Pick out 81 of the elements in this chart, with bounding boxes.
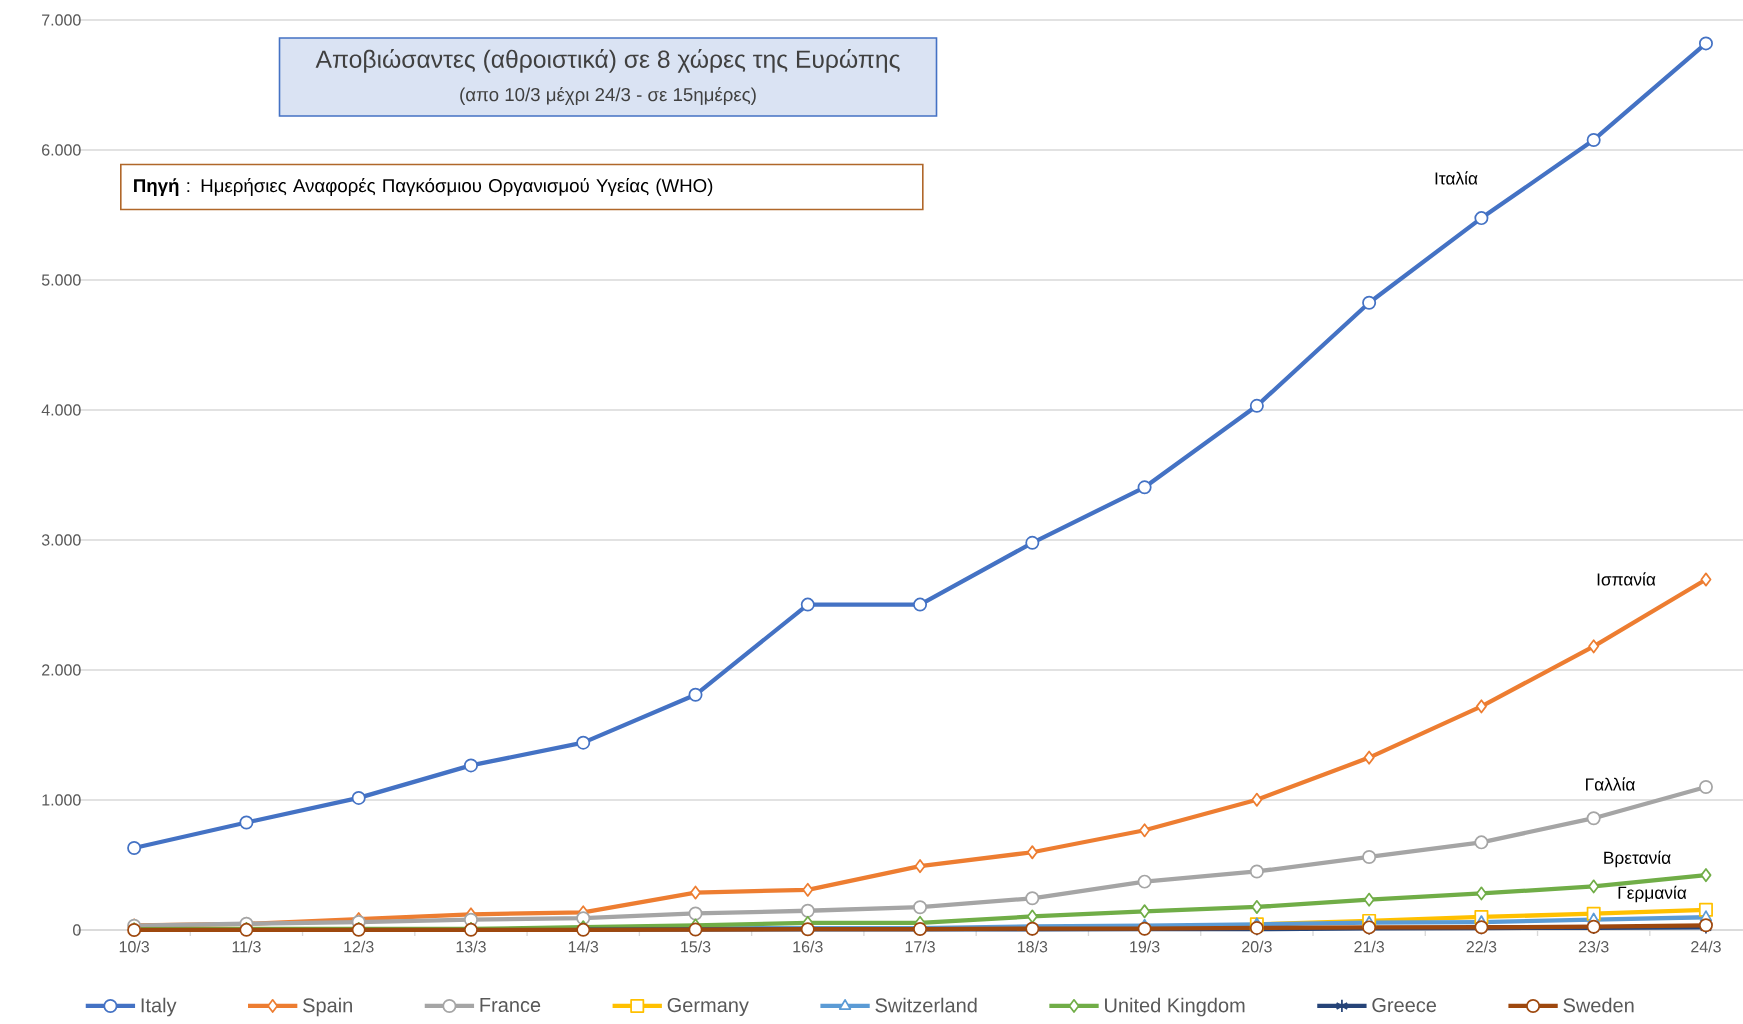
point (1137, 874, 1152, 889)
legend-label: Switzerland (875, 997, 977, 1013)
y-tick-label: 5.000 (41, 274, 81, 286)
x-tick-label: 24/3 (1691, 940, 1721, 953)
x-tick-label: 11/3 (232, 940, 261, 953)
x-tick-label: 19/3 (1130, 940, 1160, 953)
x-tick-label: 10/3 (119, 940, 150, 953)
x-tick-label: 13/3 (456, 940, 486, 953)
x-tick-label: 22/3 (1466, 940, 1497, 953)
point (1474, 835, 1489, 850)
x-tick-label: 15/3 (681, 940, 711, 953)
y-tick-label: 2.000 (42, 664, 81, 676)
x-tick-label: 14/3 (568, 940, 599, 953)
x-tick-label: 21/3 (1354, 940, 1384, 953)
x-tick-label: 12/3 (344, 940, 374, 953)
point (1362, 849, 1377, 864)
annotation: Γαλλία (1586, 777, 1635, 791)
y-tick-label: 3.000 (41, 534, 81, 546)
point (1700, 868, 1712, 883)
y-tick-label: 0 (73, 924, 81, 936)
y-tick-label: 4.000 (41, 404, 81, 416)
point (1026, 845, 1038, 860)
annotation: Βρετανία (1604, 850, 1671, 868)
legend-label: France (480, 998, 541, 1013)
x-tick-label: 18/3 (1017, 940, 1048, 953)
point (688, 906, 703, 921)
point (1251, 899, 1263, 914)
text: (απο 10/3 μέχρι 24/3 - σε 15ημέρες) (460, 86, 756, 105)
point (1025, 535, 1040, 550)
y-tick-label: 6.000 (42, 144, 81, 156)
point (800, 597, 815, 612)
point (1251, 792, 1263, 807)
legend-label: Sweden (1563, 997, 1634, 1013)
legend-label: Italy (141, 997, 177, 1017)
text: Αποβιώσαντες (αθροιστικά) σε 8 χώρες της Ευρώπης (315, 49, 900, 73)
point (1698, 36, 1713, 51)
annotation: Ισπανία (1597, 572, 1656, 586)
point (1363, 892, 1375, 907)
point (688, 687, 703, 702)
point (913, 597, 928, 612)
point (351, 790, 366, 805)
annotation: Ιταλία (1435, 171, 1478, 185)
point (1249, 864, 1264, 879)
point (127, 840, 142, 855)
point (1362, 295, 1377, 310)
x-tick-label: 16/3 (793, 940, 823, 953)
point (800, 903, 815, 918)
point (1249, 398, 1264, 413)
point (1588, 639, 1600, 654)
point (1474, 211, 1489, 226)
point (1700, 572, 1712, 587)
y-tick-label: 1.000 (42, 794, 81, 806)
point (690, 885, 701, 900)
annotation: Γερμανία (1618, 885, 1687, 903)
point (1588, 879, 1600, 894)
point (1586, 132, 1601, 147)
point (1139, 904, 1151, 919)
point (1475, 699, 1487, 714)
point (463, 758, 478, 773)
point (802, 882, 814, 897)
point (239, 815, 254, 830)
point (1586, 811, 1601, 826)
point (1026, 909, 1038, 924)
annotation: Πηγή : Ημερήσιες Αναφορές Παγκόσμιου Οργανισμού Υγείας (WHO) (134, 178, 713, 196)
legend-label: Germany (667, 997, 749, 1017)
point (1698, 779, 1713, 794)
x-tick-label: 20/3 (1242, 940, 1272, 953)
point (1363, 750, 1375, 765)
y-tick-label: 7.000 (42, 14, 81, 26)
point (576, 735, 591, 750)
point (1025, 891, 1040, 906)
point (913, 900, 928, 915)
point (914, 859, 926, 874)
x-tick-label: 17/3 (905, 940, 935, 953)
legend-label: Spain (303, 997, 352, 1017)
point (1137, 480, 1152, 495)
legend-label: Greece (1372, 997, 1437, 1013)
legend-label: United Kingdom (1105, 997, 1245, 1017)
x-tick-label: 23/3 (1578, 940, 1609, 953)
point (1139, 823, 1151, 838)
point (1475, 886, 1487, 901)
